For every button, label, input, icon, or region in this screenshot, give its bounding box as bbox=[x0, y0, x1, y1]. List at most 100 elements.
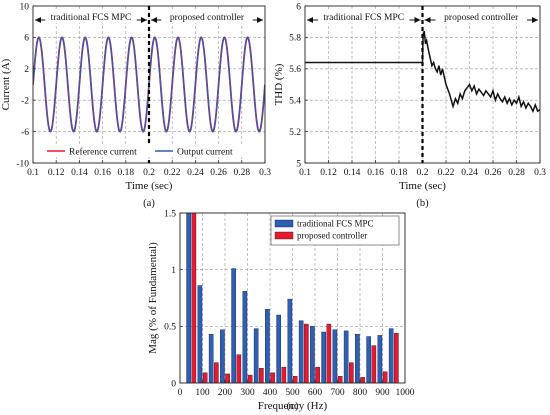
x-tick-label: 0.2 bbox=[143, 168, 155, 178]
y-tick-label: 1.5 bbox=[164, 209, 176, 219]
bar-traditional-650 bbox=[321, 331, 326, 383]
bar-traditional-100 bbox=[197, 285, 203, 383]
bar-traditional-950 bbox=[388, 328, 394, 383]
y-axis-label: Current (A) bbox=[0, 58, 12, 110]
y-tick-label: 0.5 bbox=[164, 323, 176, 333]
y-tick-label: 5.2 bbox=[289, 128, 301, 138]
y-tick-label: 6 bbox=[24, 34, 29, 44]
region-label-bg bbox=[318, 11, 410, 23]
x-tick-label: 900 bbox=[375, 388, 390, 398]
x-tick-label: 300 bbox=[240, 388, 255, 398]
bar-traditional-800 bbox=[355, 334, 360, 383]
region-label: traditional FCS MPC bbox=[323, 13, 404, 23]
legend-label: Output current bbox=[177, 147, 233, 157]
region-arrow-head-left bbox=[307, 17, 313, 23]
x-tick-label: 0.2 bbox=[417, 168, 429, 178]
bar-proposed-300 bbox=[247, 374, 253, 383]
y-tick-label: 5.4 bbox=[289, 97, 301, 107]
bar-proposed-100 bbox=[202, 372, 208, 383]
x-tick-label: 0.18 bbox=[391, 168, 408, 178]
y-tick-label: -6 bbox=[21, 128, 29, 138]
x-tick-label: 0.24 bbox=[187, 168, 204, 178]
bar-traditional-500 bbox=[287, 298, 293, 383]
bar-proposed-500 bbox=[292, 376, 298, 383]
bar-traditional-700 bbox=[332, 329, 338, 383]
region-arrow-head-right bbox=[257, 17, 263, 23]
bar-traditional-250 bbox=[231, 268, 236, 383]
bar-proposed-250 bbox=[236, 354, 242, 383]
bar-proposed-150 bbox=[214, 362, 219, 383]
bar-proposed-600 bbox=[315, 366, 320, 383]
panel-0: 0.1 0.12 0.14 0.16 0.18 0.2 0.22 0.24 0.26 0.28 0.… bbox=[0, 2, 271, 209]
y-tick-label: 10 bbox=[20, 2, 30, 12]
bar-traditional-600 bbox=[310, 326, 315, 383]
x-tick-label: 0.1 bbox=[27, 168, 39, 178]
x-tick-label: 100 bbox=[195, 388, 210, 398]
x-tick-label: 0.14 bbox=[71, 168, 88, 178]
bar-proposed-50 bbox=[191, 213, 197, 383]
x-tick-label: 0.28 bbox=[233, 168, 250, 178]
legend-label: proposed controller bbox=[297, 231, 367, 241]
region-arrow-head-right bbox=[141, 17, 147, 23]
region-label: traditional FCS MPC bbox=[51, 13, 132, 23]
y-tick-label: 5.8 bbox=[289, 34, 301, 44]
x-tick-label: 500 bbox=[285, 388, 300, 398]
x-tick-label: 700 bbox=[330, 388, 345, 398]
x-tick-label: 0.26 bbox=[210, 168, 227, 178]
x-tick-label: 0.1 bbox=[299, 168, 311, 178]
y-tick-label: -10 bbox=[16, 159, 29, 169]
bar-proposed-200 bbox=[225, 373, 230, 383]
region-arrow-head-left bbox=[424, 17, 431, 23]
plot-series bbox=[186, 213, 399, 383]
legend-swatch bbox=[274, 219, 294, 228]
legend-label: traditional FCS MPC bbox=[297, 219, 374, 229]
x-axis-label: Time (sec) bbox=[126, 180, 173, 192]
x-tick-label: 0.12 bbox=[48, 168, 65, 178]
y-axis-label: Mag (% of Fundamental) bbox=[147, 242, 159, 354]
region-arrow-head-right bbox=[532, 17, 538, 23]
bar-traditional-550 bbox=[298, 320, 304, 383]
x-tick-label: 0.26 bbox=[485, 168, 502, 178]
legend-swatch bbox=[274, 231, 294, 240]
region-arrow-head-right bbox=[414, 17, 421, 23]
x-tick-label: 0.28 bbox=[508, 168, 525, 178]
region-label: proposed controller bbox=[170, 13, 245, 23]
legend-label: Reference current bbox=[69, 146, 137, 157]
bar-traditional-850 bbox=[366, 336, 371, 383]
bar-proposed-700 bbox=[337, 376, 343, 383]
region-label-bg bbox=[161, 11, 253, 23]
region-arrow-head-left bbox=[151, 17, 157, 23]
series-line-0 bbox=[305, 30, 540, 114]
bar-proposed-900 bbox=[382, 371, 388, 383]
bar-proposed-650 bbox=[326, 323, 332, 383]
bar-proposed-400 bbox=[270, 372, 275, 383]
bar-proposed-850 bbox=[371, 345, 377, 383]
y-tick-label: 0 bbox=[171, 379, 176, 389]
region-label-bg bbox=[435, 11, 527, 23]
x-tick-label: 0.3 bbox=[534, 168, 546, 178]
panel-caption: (b) bbox=[416, 198, 429, 209]
bar-traditional-50 bbox=[186, 213, 191, 383]
panel-1: 0.1 0.12 0.14 0.16 0.18 0.2 0.22 0.24 0.26 0.28 0.… bbox=[273, 2, 546, 209]
y-tick-label: 5 bbox=[296, 159, 301, 169]
region-label-bg bbox=[45, 11, 137, 23]
legend-box bbox=[35, 144, 263, 157]
x-tick-label: 1000 bbox=[396, 388, 415, 398]
x-tick-label: 0.16 bbox=[367, 168, 384, 178]
panel-caption: (a) bbox=[143, 198, 155, 209]
bar-proposed-350 bbox=[259, 368, 264, 383]
x-tick-label: 0.22 bbox=[164, 168, 181, 178]
y-tick-label: 6 bbox=[296, 2, 301, 12]
bar-traditional-900 bbox=[377, 335, 383, 383]
x-tick-label: 800 bbox=[353, 388, 368, 398]
bar-traditional-300 bbox=[242, 291, 248, 383]
x-tick-label: 0.16 bbox=[94, 168, 111, 178]
x-tick-label: 0.3 bbox=[259, 168, 271, 178]
x-tick-label: 0.18 bbox=[117, 168, 134, 178]
x-tick-label: 0.24 bbox=[461, 168, 478, 178]
x-axis-label: Frequency (Hz) bbox=[258, 400, 328, 412]
bar-traditional-350 bbox=[253, 328, 259, 383]
x-tick-label: 600 bbox=[308, 388, 323, 398]
y-tick-label: 5.6 bbox=[289, 65, 301, 75]
x-tick-label: 0 bbox=[178, 388, 183, 398]
